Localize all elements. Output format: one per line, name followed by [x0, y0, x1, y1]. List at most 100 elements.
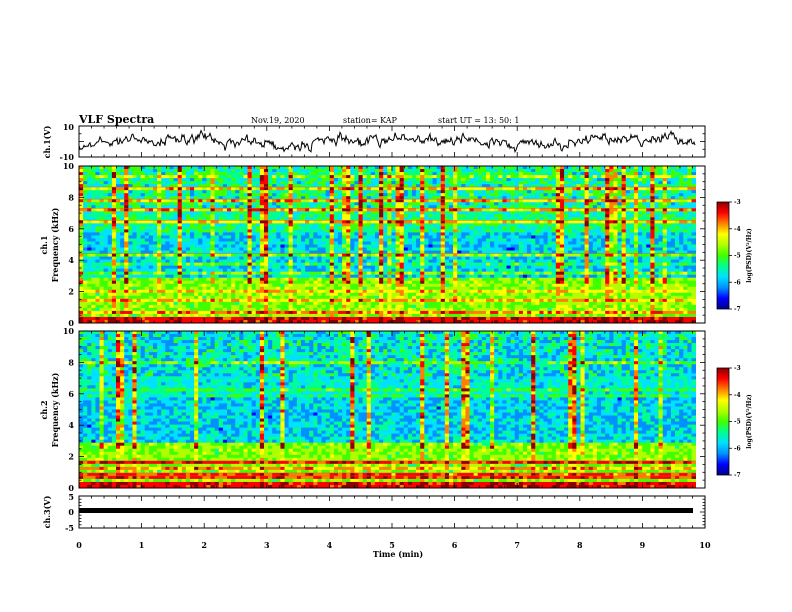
spectrogram-cell	[87, 226, 92, 230]
spectrogram-cell	[231, 178, 236, 182]
spectrogram-cell	[251, 199, 257, 203]
spectrogram-cell	[358, 238, 364, 242]
spectrogram-cell	[514, 178, 520, 182]
spectrogram-cell	[120, 172, 125, 176]
spectrogram-cell	[288, 217, 294, 221]
spectrogram-cell	[403, 172, 409, 176]
spectrogram-cell	[584, 244, 590, 248]
spectrogram-cell	[218, 184, 224, 188]
spectrogram-cell	[276, 205, 281, 209]
spectrogram-cell	[683, 226, 688, 230]
spectrogram-cell	[584, 256, 590, 260]
spectrogram-cell	[333, 190, 339, 194]
spectrogram-cell	[395, 193, 401, 197]
spectrogram-cell	[658, 193, 664, 197]
spectrogram-cell	[580, 235, 586, 239]
spectrogram-cell	[210, 205, 216, 209]
spectrogram-cell	[226, 181, 232, 185]
spectrogram-cell	[609, 217, 614, 221]
spectrogram-cell	[432, 223, 438, 227]
spectrogram-cell	[87, 193, 92, 197]
spectrogram-cell	[440, 232, 446, 236]
spectrogram-cell	[457, 244, 462, 248]
spectrogram-cell	[177, 208, 183, 212]
spectrogram-cell	[514, 223, 520, 227]
spectrogram-cell	[691, 181, 697, 185]
spectrogram-cell	[453, 187, 458, 191]
spectrogram-cell	[642, 205, 647, 209]
spectrogram-cell	[518, 178, 524, 182]
spectrogram-cell	[510, 235, 516, 239]
spectrogram-cell	[481, 250, 487, 254]
spectrogram-cell	[263, 223, 269, 227]
spectrogram-cell	[259, 196, 265, 200]
spectrogram-cell	[510, 241, 516, 245]
spectrogram-cell	[136, 220, 142, 224]
spectrogram-cell	[136, 247, 142, 251]
spectrogram-cell	[247, 256, 253, 260]
spectrogram-cell	[490, 199, 495, 203]
spectrogram-cell	[424, 184, 429, 188]
spectrogram-cell	[658, 241, 664, 245]
spectrogram-cell	[116, 202, 121, 206]
spectrogram-cell	[169, 187, 174, 191]
spectrogram-cell	[194, 229, 199, 233]
spectrogram-cell	[300, 214, 306, 218]
spectrogram-cell	[177, 247, 183, 251]
spectrogram-cell	[691, 247, 697, 251]
spectrogram-cell	[111, 193, 117, 197]
spectrogram-cell	[214, 169, 220, 173]
spectrogram-cell	[379, 172, 384, 176]
spectrogram-cell	[613, 175, 618, 179]
spectrogram-cell	[453, 178, 458, 182]
spectrogram-cell	[181, 199, 187, 203]
spectrogram-cell	[576, 187, 581, 191]
spectrogram-cell	[374, 211, 380, 215]
spectrogram-cell	[461, 199, 466, 203]
spectrogram-cell	[424, 199, 429, 203]
spectrogram-cell	[555, 241, 561, 245]
spectrogram-cell	[107, 208, 113, 212]
spectrogram-cell	[165, 190, 170, 194]
spectrogram-cell	[399, 217, 405, 221]
spectrogram-cell	[305, 235, 310, 239]
spectrogram-cell	[177, 217, 183, 221]
spectrogram-cell	[152, 202, 158, 206]
spectrogram-cell	[136, 211, 142, 215]
spectrogram-cell	[629, 208, 635, 212]
spectrogram-cell	[296, 229, 302, 233]
spectrogram-cell	[202, 187, 207, 191]
spectrogram-cell	[124, 190, 129, 194]
spectrogram-cell	[535, 205, 540, 209]
spectrogram-cell	[329, 205, 335, 209]
spectrogram-cell	[214, 223, 220, 227]
spectrogram-cell	[621, 199, 627, 203]
spectrogram-cell	[531, 205, 536, 209]
spectrogram-cell	[95, 259, 100, 264]
spectrogram-cell	[596, 235, 602, 239]
spectrogram-cell	[642, 202, 647, 206]
spectrogram-cell	[350, 220, 355, 224]
spectrogram-cell	[539, 235, 544, 239]
spectrogram-cell	[198, 211, 203, 215]
spectrogram-cell	[448, 253, 454, 257]
spectrogram-cell	[448, 238, 454, 242]
spectrogram-cell	[288, 196, 294, 200]
spectrogram-cell	[551, 178, 557, 182]
spectrogram-cell	[691, 232, 697, 236]
spectrogram-cell	[132, 226, 137, 230]
spectrogram-cell	[547, 226, 553, 230]
spectrogram-cell	[169, 211, 174, 215]
spectrogram-cell	[613, 169, 618, 173]
spectrogram-cell	[576, 178, 581, 182]
spectrogram-cell	[502, 223, 507, 227]
spectrogram-cell	[609, 235, 614, 239]
spectrogram-cell	[448, 211, 454, 215]
spectrogram-cell	[243, 184, 248, 188]
spectrogram-cell	[132, 172, 137, 176]
spectrogram-cell	[411, 166, 417, 170]
spectrogram-cell	[218, 226, 224, 230]
spectrogram-cell	[428, 205, 433, 209]
spectrogram-cell	[440, 250, 446, 254]
